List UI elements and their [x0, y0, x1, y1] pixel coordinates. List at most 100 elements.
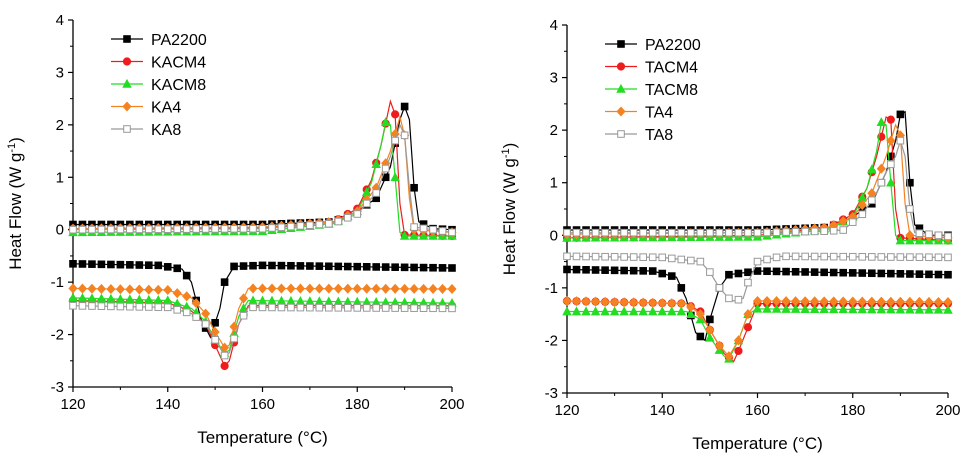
- cooling-data-point: [353, 304, 362, 312]
- cooling-data-point: [838, 304, 848, 314]
- heating-data-point: [268, 224, 276, 232]
- cooling-data-point: [590, 306, 601, 316]
- cooling-data-point: [182, 271, 191, 280]
- cooling-data-point: [725, 294, 733, 303]
- cooling-data-point: [258, 303, 267, 312]
- cooling-data-point: [828, 304, 839, 314]
- cooling-data-point: [563, 265, 571, 274]
- legend-label: PA2200: [151, 32, 207, 49]
- heating-data-point: [886, 177, 896, 187]
- cooling-data-point: [220, 351, 229, 360]
- cooling-data-point: [657, 306, 667, 316]
- cooling-data-point: [314, 283, 324, 294]
- heating-data-point: [906, 205, 914, 213]
- y-tick-label: 1: [56, 169, 64, 186]
- cooling-data-point: [658, 269, 667, 278]
- y-axis-label-superscript: -1: [6, 143, 18, 153]
- cooling-data-point: [762, 296, 772, 307]
- x-tick-label: 200: [935, 402, 960, 419]
- legend-label: TACM4: [645, 60, 698, 77]
- cooling-data-point: [381, 283, 391, 294]
- cooling-data-point: [791, 267, 800, 276]
- heating-data-point: [353, 210, 362, 218]
- cooling-data-point: [438, 304, 447, 313]
- heating-data-point: [896, 136, 905, 145]
- cooling-data-point: [676, 306, 687, 316]
- cooling-data-point: [914, 296, 925, 307]
- legend: PA2200 KACM4 KACM8 KA4 KA8: [111, 32, 207, 139]
- heating-data-point: [706, 228, 714, 237]
- cooling-data-point: [334, 262, 343, 271]
- cooling-data-point: [153, 284, 163, 295]
- cooling-data-point: [362, 283, 372, 294]
- y-axis-label-main: Heat Flow (W g: [500, 158, 519, 275]
- cooling-data-point: [658, 253, 667, 262]
- cooling-data-point: [230, 334, 238, 343]
- cooling-data-point: [944, 253, 952, 262]
- legend-marker: [122, 78, 132, 88]
- legend-label: PA2200: [645, 37, 701, 54]
- cooling-data-point: [96, 293, 107, 303]
- cooling-data-point: [638, 297, 648, 308]
- cooling-data-point: [677, 255, 686, 264]
- heating-data-point: [868, 196, 876, 205]
- heating-data-point: [116, 225, 125, 234]
- legend-marker: [122, 57, 132, 66]
- cooling-data-point: [381, 263, 390, 271]
- cooling-data-point: [182, 291, 192, 302]
- y-tick-label: -2: [545, 332, 558, 349]
- heating-data-point: [620, 228, 628, 237]
- cooling-data-point: [876, 296, 886, 307]
- cooling-data-point: [134, 284, 144, 295]
- heating-data-point: [906, 178, 914, 187]
- heating-data-point: [886, 115, 895, 124]
- cooling-data-point: [343, 262, 352, 271]
- cooling-data-point: [601, 252, 609, 261]
- cooling-data-point: [572, 265, 581, 274]
- cooling-data-point: [144, 284, 154, 295]
- heating-data-point: [343, 213, 352, 222]
- heating-data-point: [582, 228, 590, 237]
- heating-data-point: [258, 224, 267, 233]
- cooling-data-point: [905, 304, 915, 314]
- cooling-data-point: [78, 302, 87, 310]
- heating-data-point: [306, 221, 314, 229]
- cooling-data-point: [810, 268, 819, 276]
- cooling-data-point: [201, 308, 211, 319]
- heating-data-point: [409, 230, 419, 240]
- cooling-data-point: [563, 252, 571, 261]
- cooling-data-point: [848, 304, 858, 314]
- heating-data-point: [429, 225, 437, 234]
- cooling-data-point: [343, 283, 353, 294]
- cooling-data-point: [239, 262, 248, 270]
- cooling-data-point: [610, 266, 619, 275]
- cooling-data-point: [839, 268, 848, 277]
- cooling-data-point: [791, 296, 801, 307]
- cooling-data-point: [676, 298, 686, 309]
- heating-data-point: [867, 164, 877, 174]
- y-tick-label: 3: [550, 70, 558, 87]
- cooling-data-point: [182, 308, 191, 317]
- heating-data-point: [648, 228, 657, 237]
- cooling-data-point: [362, 263, 371, 271]
- cooling-data-point: [400, 283, 410, 294]
- y-tick-label: 4: [550, 17, 558, 34]
- legend-marker: [616, 106, 626, 117]
- heating-data-point: [163, 225, 172, 233]
- y-tick-label: 4: [56, 12, 64, 29]
- cooling-data-point: [390, 283, 400, 294]
- right-chart-panel: 120 140 160 180 200 -3 -2 -1 0 1 2 3 4 Temperature (°…: [500, 17, 961, 453]
- heating-data-point: [192, 225, 200, 233]
- cooling-data-point: [781, 296, 791, 307]
- cooling-data-point: [924, 296, 934, 307]
- heating-data-point: [334, 217, 343, 226]
- cooling-data-point: [648, 253, 657, 262]
- y-tick-label: -1: [545, 280, 558, 297]
- cooling-data-point: [771, 296, 782, 307]
- cooling-data-point: [858, 253, 867, 261]
- heating-data-point: [715, 228, 724, 237]
- cooling-data-point: [448, 264, 456, 272]
- cooling-data-point: [581, 306, 591, 316]
- cooling-data-point: [763, 255, 771, 264]
- cooling-data-point: [249, 261, 257, 270]
